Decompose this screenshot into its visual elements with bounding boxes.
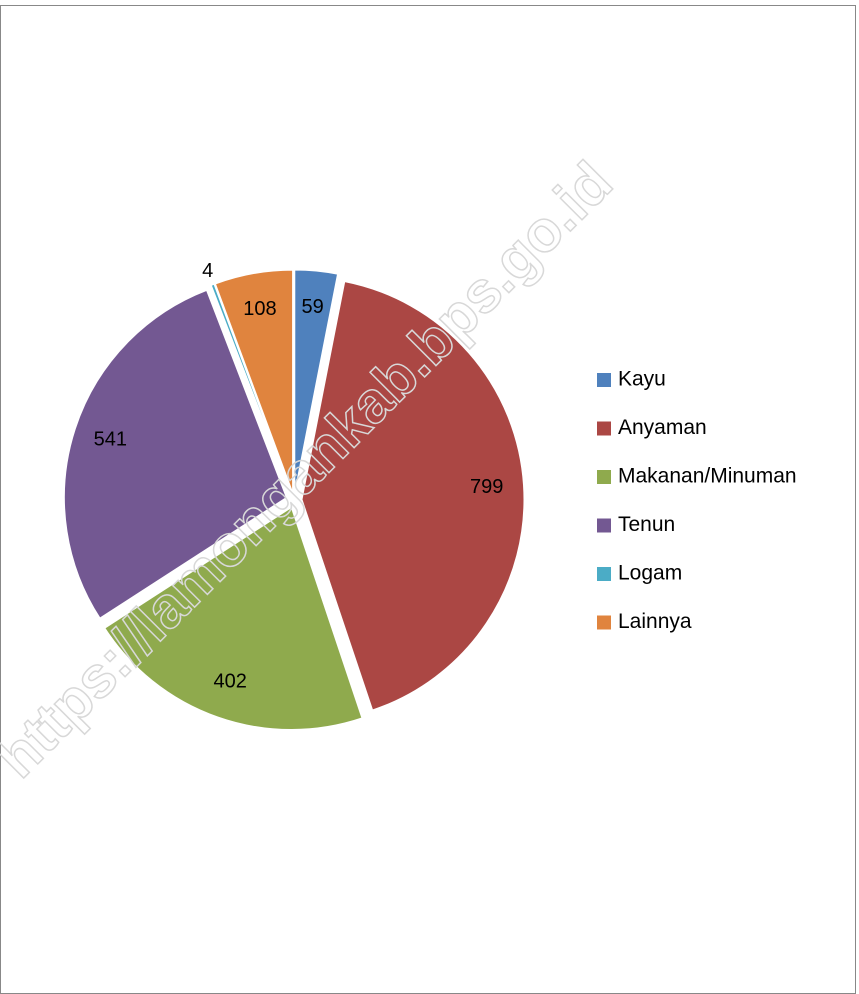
legend-swatch <box>597 615 611 630</box>
pie: 59 799 402 541 4 108 <box>63 260 525 731</box>
pie-slice <box>104 506 363 731</box>
data-label: 799 <box>470 476 503 498</box>
legend-swatch <box>597 421 611 436</box>
legend-label: Makanan/Minuman <box>618 465 797 488</box>
legend-swatch <box>597 373 611 387</box>
pie-slice <box>214 269 294 493</box>
legend-swatch <box>597 518 611 533</box>
pie-slice <box>63 289 288 619</box>
data-label: 4 <box>202 260 213 282</box>
pie-slice <box>301 281 525 711</box>
data-label: 108 <box>243 298 276 320</box>
legend-label: Tenun <box>618 513 675 536</box>
data-label: 402 <box>214 671 247 693</box>
legend-swatch <box>597 567 611 581</box>
data-label: 541 <box>94 429 127 451</box>
pie-slice <box>294 269 339 493</box>
legend-label: Logam <box>618 562 682 585</box>
legend-label: Lainnya <box>618 610 692 633</box>
legend-label: Anyaman <box>618 416 707 439</box>
legend-label: Kayu <box>618 368 666 391</box>
pie-slice <box>210 283 292 493</box>
data-label: 59 <box>302 296 324 318</box>
legend-swatch <box>597 470 611 484</box>
legend: Kayu Anyaman Makanan/Minuman Tenun Logam Lain… <box>597 368 797 633</box>
